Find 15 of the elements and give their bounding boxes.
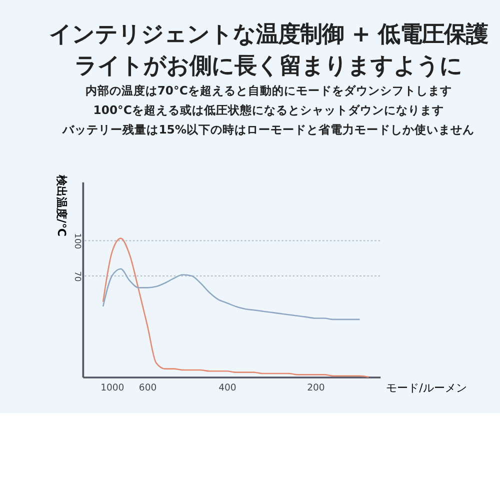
text: 内部の温度は70°Cを超えると自動的にモードをダウンシフトします <box>85 84 452 98</box>
x-tick-label: 1000 <box>100 382 124 394</box>
x-axis-title: モード/ルーメン <box>386 381 467 394</box>
chart-subtitle: ライトがお側に長く留まりますように <box>74 53 463 80</box>
x-tick-label: 200 <box>307 382 325 394</box>
text: 100°Cを超える或は低圧状態になるとシャットダウンになります <box>93 103 444 118</box>
line-series <box>102 268 360 320</box>
y-axis-title: 検出温度/℃ <box>55 174 68 236</box>
y-tick-label: 100 <box>72 233 83 250</box>
y-tick-label: 70 <box>72 271 83 282</box>
text: バッテリー残量は15%以下の時はローモードと省電力モードしか使いません <box>62 122 474 137</box>
line-series <box>102 238 370 378</box>
chart-title: インテリジェントな温度制御 + 低電圧保護 <box>48 22 488 48</box>
x-tick-label: 600 <box>138 382 157 394</box>
x-tick-label: 400 <box>218 382 236 394</box>
